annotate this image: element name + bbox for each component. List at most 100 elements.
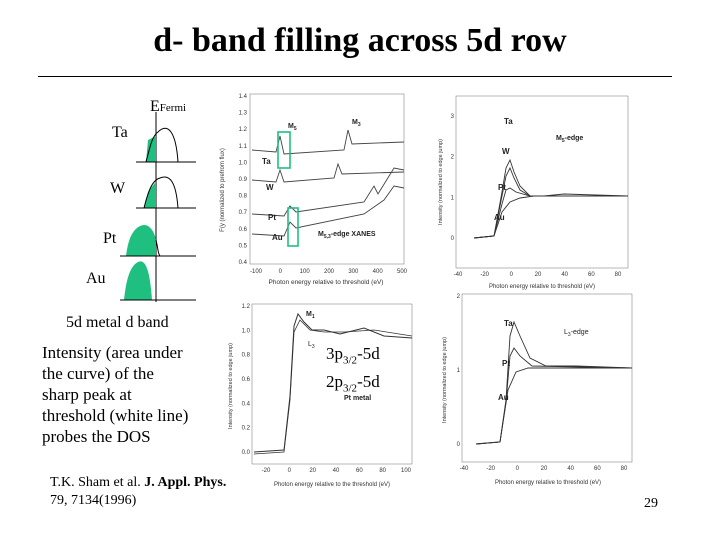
w-filled-area: [144, 182, 156, 208]
y-axis-label: Intensity (normalized to edge jump): [442, 337, 448, 423]
y-tick-label: 0: [457, 442, 461, 448]
x-tick-label: -20: [480, 272, 489, 278]
plot-frame: [455, 95, 629, 269]
description-line: probes the DOS: [42, 427, 151, 446]
description-line: Intensity (area under: [42, 343, 183, 362]
x-tick-label: 80: [621, 466, 628, 472]
curve-w: [251, 162, 405, 183]
description-line: the curve) of the: [42, 364, 154, 383]
band-subtitle: 5d metal d band: [66, 314, 169, 331]
plot-frame: [461, 293, 633, 463]
efermi-label: EFermi: [150, 98, 186, 116]
pt-band-curve: [155, 239, 161, 257]
citation-journal: J. Appl. Phys.: [144, 475, 227, 490]
citation-volume: 79, 7134(1996): [50, 493, 137, 508]
plot-pt-metal: 1.2 1.0 0.8 0.6 0.4 0.2 0.0 -20 0 20 40 60 80 100 In…: [228, 303, 413, 488]
curve-au: [251, 185, 405, 237]
plot-m-edge-xanes: 1.4 1.3 1.2 1.1 1.0 0.9 0.8 0.7 0.6 0.5 0.4 -100 0 1…: [220, 93, 408, 286]
plot-l3-edge: 2 1 0 -40 -20 0 20 40 60 80 Intensity (normalize…: [442, 293, 633, 486]
efermi-main: E: [150, 98, 160, 115]
y-tick-label: 0.4: [242, 401, 251, 407]
curve-ta: [473, 158, 629, 239]
citation-authors: T.K. Sham et al.: [50, 475, 145, 490]
transition-2p: 2p3/2-5d: [326, 372, 380, 395]
curve-label-ta: Ta: [262, 157, 271, 166]
y-tick-label: 1: [457, 368, 461, 374]
y-axis-label: Intensity (normalized to edge jump): [228, 343, 234, 429]
m1-label: M1: [306, 311, 315, 320]
y-tick-label: 1: [451, 195, 455, 201]
curve-label-ta: Ta: [504, 117, 513, 126]
y-tick-label: 0: [451, 236, 455, 242]
pt-band: [120, 224, 196, 257]
ta-filled-area: [146, 136, 156, 162]
w-band: [136, 176, 196, 209]
y-tick-label: 3: [451, 114, 455, 120]
curve-label-au: Au: [498, 393, 509, 402]
x-tick-label: 60: [588, 272, 595, 278]
y-tick-labels: 1.4 1.3 1.2 1.1 1.0 0.9 0.8 0.7 0.6 0.5 0.4: [239, 94, 248, 266]
curve-label-w: W: [502, 147, 510, 156]
x-tick-label: 200: [324, 269, 335, 275]
x-tick-labels: -20 0 20 40 60 80 100: [262, 468, 412, 474]
w-band-curve: [143, 176, 179, 209]
element-label-ta: Ta: [112, 124, 128, 141]
l3-edge-label: L3-edge: [564, 329, 589, 338]
curve-ta: [251, 129, 405, 155]
x-tick-label: 40: [561, 272, 568, 278]
y-axis-label: F(y (normalized to prefrom flux): [220, 148, 226, 232]
x-tick-label: 0: [516, 466, 520, 472]
y-tick-label: 0.6: [242, 377, 251, 383]
au-band: [120, 261, 196, 301]
curve-pt-metal-2: [253, 319, 413, 455]
y-tick-label: 1.0: [239, 160, 248, 166]
y-tick-label: 1.0: [242, 328, 251, 334]
x-tick-label: 80: [379, 468, 386, 474]
d-band-diagram: [120, 112, 196, 302]
x-tick-label: 100: [300, 269, 311, 275]
ta-band: [136, 127, 196, 163]
y-tick-label: 1.4: [239, 94, 248, 100]
x-tick-label: 0: [510, 272, 514, 278]
x-axis-label: Photon energy relative to threshold (eV): [269, 279, 384, 286]
y-tick-label: 0.2: [242, 426, 251, 432]
curve-label-au: Au: [272, 233, 283, 242]
plot-frame: [251, 303, 413, 465]
y-tick-label: 2: [457, 294, 461, 300]
x-tick-label: 20: [541, 466, 548, 472]
y-tick-label: 0.8: [242, 353, 251, 359]
description-line: sharp peak at: [42, 385, 132, 404]
x-tick-label: 0: [288, 468, 292, 474]
x-tick-label: 100: [401, 468, 412, 474]
y-tick-labels: 2 1 0: [457, 294, 461, 448]
x-axis-label: Photon energy relative to threshold (eV): [495, 480, 601, 486]
citation: T.K. Sham et al. J. Appl. Phys. 79, 7134…: [50, 474, 226, 510]
curve-label-pt: Pt: [498, 183, 506, 192]
curve-pt-metal: [253, 312, 413, 453]
plot-frame: [249, 93, 405, 265]
x-tick-label: 40: [333, 468, 340, 474]
y-axis-label: Intensity (normalized to edge jump): [438, 139, 444, 225]
transition-labels: 3p3/2-5d 2p3/2-5d: [326, 343, 380, 400]
y-tick-label: 0.9: [239, 177, 248, 183]
curve-w: [473, 166, 628, 239]
y-tick-labels: 3 2 1 0: [451, 114, 455, 242]
x-tick-label: 0: [279, 269, 283, 275]
au-filled-area: [124, 261, 152, 300]
curve-label-w: W: [266, 183, 274, 192]
y-tick-label: 2: [451, 155, 455, 161]
curve-pt: [251, 167, 405, 217]
x-tick-label: 500: [397, 269, 408, 275]
curve-label-pt: Pt: [268, 213, 276, 222]
y-tick-label: 0.0: [242, 450, 251, 456]
x-tick-label: 20: [309, 468, 316, 474]
y-tick-label: 1.2: [239, 127, 248, 133]
x-tick-label: 300: [348, 269, 359, 275]
page-number: 29: [644, 496, 658, 511]
curve-label-ta: Ta: [504, 319, 513, 328]
x-axis-label: Photon energy relative to the threshold …: [274, 482, 390, 488]
y-tick-label: 0.7: [239, 210, 248, 216]
curve-label-pt: Pt: [502, 359, 510, 368]
transition-3p: 3p3/2-5d: [326, 344, 380, 367]
x-tick-label: 20: [535, 272, 542, 278]
